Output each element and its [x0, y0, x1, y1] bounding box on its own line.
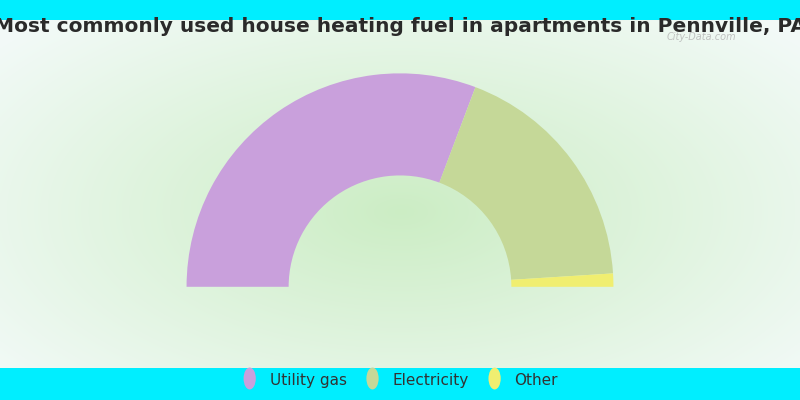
- Text: Most commonly used house heating fuel in apartments in Pennville, PA: Most commonly used house heating fuel in…: [0, 17, 800, 36]
- Wedge shape: [186, 73, 475, 287]
- Legend: Utility gas, Electricity, Other: Utility gas, Electricity, Other: [242, 372, 558, 388]
- Text: City-Data.com: City-Data.com: [666, 32, 736, 42]
- Wedge shape: [439, 87, 613, 280]
- Wedge shape: [511, 273, 614, 287]
